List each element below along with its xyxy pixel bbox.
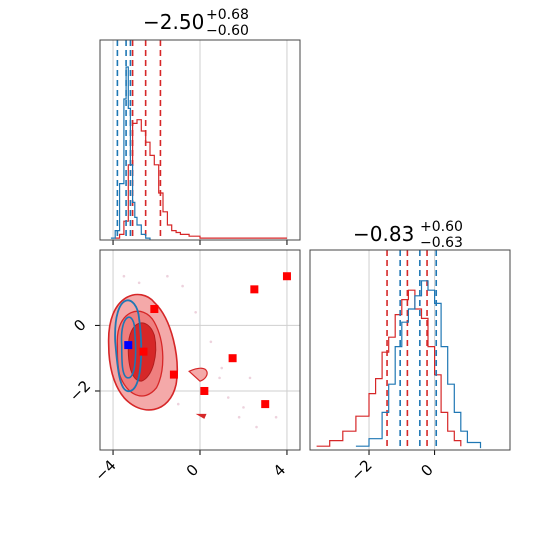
p2-red-point-4 <box>250 285 259 294</box>
p2-red-point-7 <box>261 400 270 409</box>
p2-sample-point <box>237 415 241 419</box>
title-top-left-upper-error: +0.68 <box>206 7 249 23</box>
p3-series-1-line <box>355 280 482 449</box>
p2-xtick-label-0: −4 <box>91 456 119 484</box>
p2-sample-point <box>181 284 184 288</box>
panel-bottom-left-frame <box>99 249 301 451</box>
title-top-left-value: −2.50 <box>143 10 205 34</box>
p2-sample-point <box>122 274 126 278</box>
p2-red-point-5 <box>200 386 209 395</box>
p2-xtick-label-1: 0 <box>183 461 202 480</box>
p2-red-point-0 <box>150 305 159 314</box>
p2-red-point-6 <box>282 272 291 281</box>
p2-sample-point <box>218 376 221 380</box>
p2-sample-point <box>137 281 141 285</box>
p2-sample-point <box>226 396 230 399</box>
p2-red-point-1 <box>139 347 148 356</box>
p1-plot <box>110 40 287 240</box>
title-top-left-lower-error: −0.60 <box>206 23 249 39</box>
p2-plot <box>107 272 291 429</box>
p2-blue-contour-inner <box>120 316 137 379</box>
p2-red-point-3 <box>228 354 237 363</box>
title-bottom-right-value: −0.83 <box>353 222 415 246</box>
p2-red-point-2 <box>169 370 178 379</box>
p3-plot <box>316 250 482 450</box>
title-top-left: −2.50 +0.68 −0.60 <box>143 7 249 39</box>
p2-xtick-label-2: 4 <box>270 461 289 480</box>
p2-sample-point <box>274 415 278 419</box>
p2-sample-point <box>248 376 252 380</box>
p2-sample-point <box>209 340 213 344</box>
title-bottom-right: −0.83 +0.60 −0.63 <box>353 219 463 251</box>
p1-series-0-line <box>115 119 287 239</box>
p2-sample-point <box>220 366 224 370</box>
p2-red-contour-island <box>188 367 208 382</box>
p2-blue-point-0 <box>124 341 133 350</box>
p2-red-contour-fragment <box>195 413 207 419</box>
p2-sample-point <box>194 310 197 314</box>
p2-sample-point <box>166 274 169 278</box>
title-bottom-right-lower-error: −0.63 <box>420 235 463 251</box>
panel-bottom-right-frame <box>309 249 511 451</box>
panel-top-left-frame <box>99 39 301 241</box>
p3-xtick-label-0: −2 <box>347 456 375 484</box>
p2-sample-point <box>255 425 258 429</box>
title-bottom-right-upper-error: +0.60 <box>420 219 463 235</box>
p2-sample-point <box>176 402 180 406</box>
p2-sample-point <box>242 406 245 409</box>
p3-series-0-line <box>316 289 462 447</box>
p2-ytick-label-1: −2 <box>66 377 94 405</box>
p3-xtick-label-1: 0 <box>417 461 436 480</box>
p2-ytick-label-0: 0 <box>70 316 89 335</box>
